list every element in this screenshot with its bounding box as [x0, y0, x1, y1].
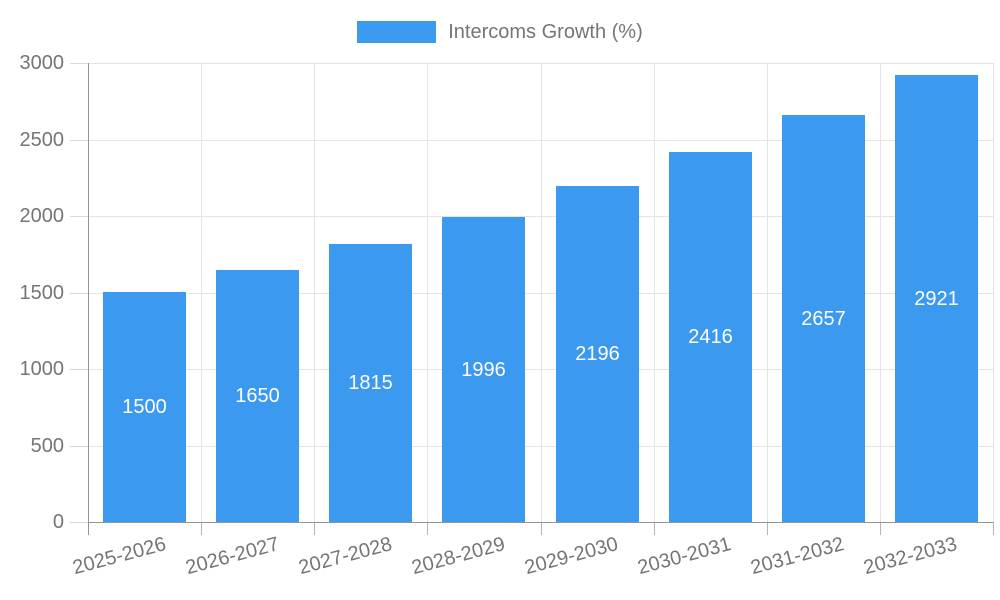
- y-tick-label: 1000: [19, 358, 65, 380]
- x-tick-mark: [993, 522, 994, 535]
- bar-2031-2032[interactable]: 2657: [782, 115, 865, 522]
- legend-swatch-icon: [357, 21, 437, 43]
- y-gridline: [88, 446, 993, 447]
- x-tick-mark: [654, 522, 655, 535]
- x-gridline: [427, 63, 428, 522]
- x-gridline: [541, 63, 542, 522]
- bar-2029-2030[interactable]: 2196: [556, 186, 639, 522]
- y-tick-mark: [70, 293, 88, 294]
- y-tick-mark: [70, 63, 88, 64]
- bar-2026-2027[interactable]: 1650: [216, 270, 299, 522]
- bar-value-label: 1815: [348, 372, 393, 394]
- x-tick-mark: [767, 522, 768, 535]
- bar-value-label: 2921: [914, 288, 959, 310]
- bar-2028-2029[interactable]: 1996: [442, 217, 525, 522]
- x-gridline: [654, 63, 655, 522]
- y-axis-line: [88, 63, 89, 535]
- bar-value-label: 1996: [461, 359, 506, 381]
- legend[interactable]: Intercoms Growth (%): [0, 21, 1000, 43]
- x-tick-mark: [541, 522, 542, 535]
- x-gridline: [993, 63, 994, 522]
- x-tick-mark: [880, 522, 881, 535]
- y-gridline: [88, 140, 993, 141]
- y-tick-label: 500: [30, 435, 64, 457]
- x-gridline: [201, 63, 202, 522]
- legend-label: Intercoms Growth (%): [448, 21, 643, 43]
- y-tick-label: 1500: [19, 282, 65, 304]
- y-tick-mark: [70, 522, 88, 523]
- x-gridline: [314, 63, 315, 522]
- y-gridline: [88, 369, 993, 370]
- y-gridline: [88, 293, 993, 294]
- y-tick-mark: [70, 369, 88, 370]
- y-gridline: [88, 63, 993, 64]
- bar-2030-2031[interactable]: 2416: [669, 152, 752, 522]
- bar-2032-2033[interactable]: 2921: [895, 75, 978, 522]
- x-tick-mark: [314, 522, 315, 535]
- y-tick-label: 2000: [19, 205, 65, 227]
- bar-2025-2026[interactable]: 1500: [103, 292, 186, 522]
- x-tick-mark: [201, 522, 202, 535]
- y-tick-label: 2500: [19, 129, 65, 151]
- y-gridline: [88, 216, 993, 217]
- bar-value-label: 2416: [688, 326, 733, 348]
- x-gridline: [767, 63, 768, 522]
- bar-value-label: 1500: [122, 396, 167, 418]
- y-tick-label: 3000: [19, 52, 65, 74]
- bar-value-label: 1650: [235, 385, 280, 407]
- y-tick-label: 0: [52, 511, 64, 533]
- y-tick-mark: [70, 216, 88, 217]
- bar-value-label: 2657: [801, 308, 846, 330]
- bar-2027-2028[interactable]: 1815: [329, 244, 412, 522]
- y-tick-mark: [70, 446, 88, 447]
- x-gridline: [880, 63, 881, 522]
- y-tick-mark: [70, 140, 88, 141]
- x-axis-line: [88, 522, 993, 523]
- x-tick-mark: [427, 522, 428, 535]
- bar-value-label: 2196: [575, 343, 620, 365]
